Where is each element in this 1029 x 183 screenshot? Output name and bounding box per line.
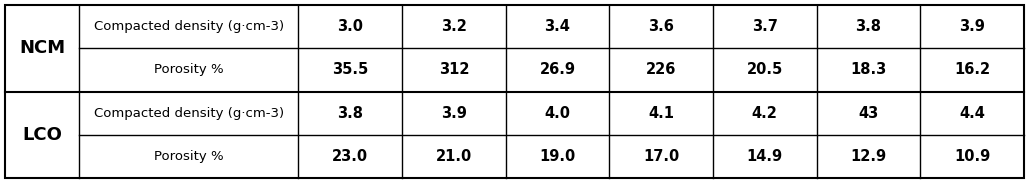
Text: 26.9: 26.9 <box>539 63 575 77</box>
Text: 3.8: 3.8 <box>338 106 363 120</box>
Text: 3.4: 3.4 <box>544 20 570 34</box>
Text: 12.9: 12.9 <box>850 149 886 163</box>
Text: 23.0: 23.0 <box>332 149 368 163</box>
Text: 17.0: 17.0 <box>643 149 679 163</box>
Text: 16.2: 16.2 <box>954 63 990 77</box>
Text: 4.4: 4.4 <box>959 106 985 120</box>
Text: Porosity %: Porosity % <box>154 64 223 76</box>
Text: 4.1: 4.1 <box>648 106 674 120</box>
Text: 3.6: 3.6 <box>648 20 674 34</box>
Text: 3.7: 3.7 <box>752 20 778 34</box>
Text: NCM: NCM <box>20 40 65 57</box>
Text: 3.0: 3.0 <box>338 20 363 34</box>
Text: 18.3: 18.3 <box>850 63 887 77</box>
Text: 21.0: 21.0 <box>435 149 472 163</box>
Text: 14.9: 14.9 <box>747 149 783 163</box>
Text: Compacted density (g·cm-3): Compacted density (g·cm-3) <box>94 107 284 119</box>
Text: 35.5: 35.5 <box>332 63 368 77</box>
Text: 10.9: 10.9 <box>954 149 990 163</box>
Text: Compacted density (g·cm-3): Compacted density (g·cm-3) <box>94 20 284 33</box>
Text: 19.0: 19.0 <box>539 149 575 163</box>
Text: 43: 43 <box>858 106 879 120</box>
Text: Porosity %: Porosity % <box>154 150 223 163</box>
Text: 20.5: 20.5 <box>747 63 783 77</box>
Text: 312: 312 <box>438 63 469 77</box>
Text: 3.9: 3.9 <box>440 106 467 120</box>
Text: 3.9: 3.9 <box>959 20 985 34</box>
Text: 226: 226 <box>646 63 676 77</box>
Text: LCO: LCO <box>23 126 62 143</box>
Text: 3.8: 3.8 <box>855 20 882 34</box>
Text: 3.2: 3.2 <box>440 20 467 34</box>
Text: 4.2: 4.2 <box>752 106 778 120</box>
Text: 4.0: 4.0 <box>544 106 570 120</box>
